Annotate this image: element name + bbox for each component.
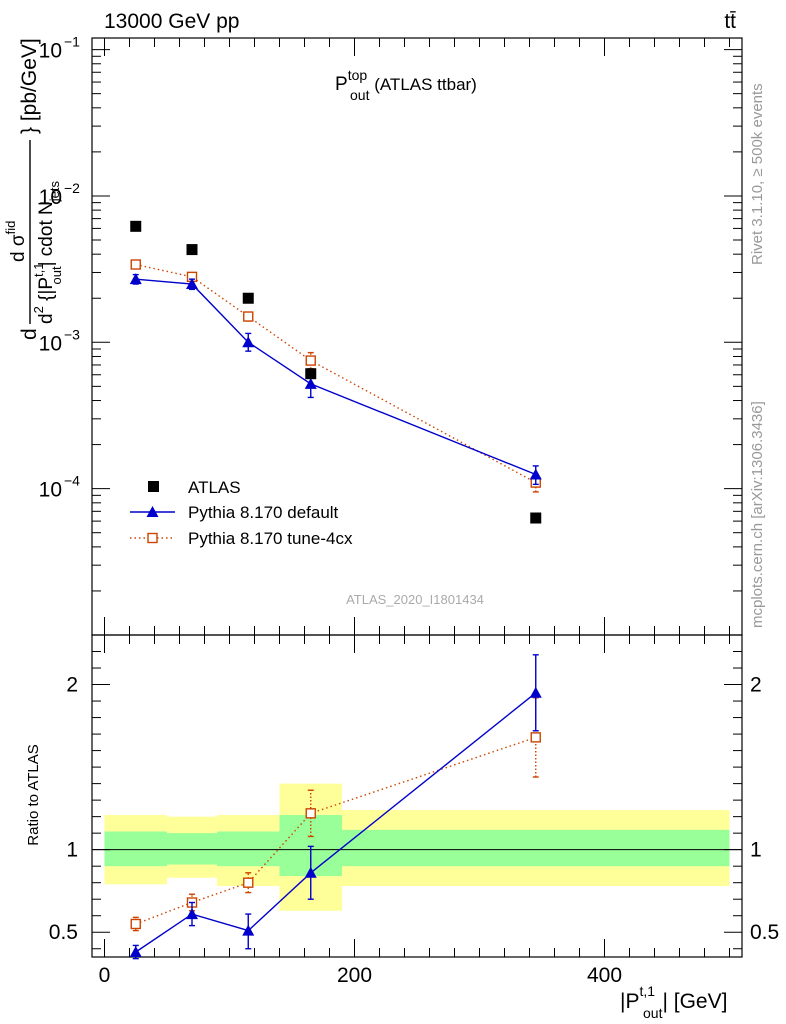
main-default-point (186, 278, 198, 290)
ratio-band-inner-2 (217, 831, 280, 867)
ratio-ytick-label-left: 2 (66, 674, 78, 697)
main-default-line (135, 278, 537, 476)
main-tune-point (243, 311, 254, 322)
svg-text:} [pb/GeV]: } [pb/GeV] (18, 38, 41, 134)
ratio-ytick-label-right: 1 (750, 839, 762, 862)
main-ytick-exponent: −3 (64, 326, 80, 342)
main-tune-point (130, 259, 141, 270)
ylabel-suffix: } [pb/GeV] (18, 38, 41, 134)
xlabel-sup: t,1 (639, 983, 655, 999)
main-ytick-label: 10 (39, 40, 62, 63)
main-default-point (242, 336, 255, 348)
main-ytick-exponent: −4 (64, 473, 80, 489)
ylabel-denominator-sup: 2 (31, 306, 46, 313)
ratio-frame (91, 634, 743, 958)
process-label: tt̄ (724, 10, 736, 33)
main-ytick-label: 10 (39, 332, 62, 355)
ylabel-denominator-sub: out (49, 266, 64, 284)
legend-marker-default (146, 506, 159, 517)
ylabel-numerator: d σ (8, 234, 29, 262)
legend-marker-atlas (148, 481, 159, 492)
ratio-tune-point (130, 918, 141, 930)
ratio-band-inner-0 (104, 831, 167, 867)
ylabel-denominator-sub2: jets (47, 181, 62, 203)
legend-label-default: Pythia 8.170 default (188, 503, 339, 522)
ylabel-denominator: d (36, 313, 57, 324)
main-atlas-point (186, 244, 198, 256)
main-atlas-point (130, 220, 142, 232)
main-tune-point (305, 355, 316, 366)
main-title: Ptop out (ATLAS ttbar) (335, 67, 477, 103)
legend: ATLAS Pythia 8.170 default Pythia 8.170 … (130, 478, 353, 548)
title-main: P (335, 74, 348, 95)
ratio-default-point (129, 946, 142, 958)
analysis-watermark: ATLAS_2020_I1801434 (346, 592, 484, 607)
rivet-label: Rivet 3.1.10, ≥ 500k events (749, 83, 766, 265)
ratio-band-inner-4 (342, 829, 730, 867)
ylabel-numerator-sup: fid (3, 221, 18, 235)
ratio-default-point (242, 924, 255, 936)
xlabel-sub: out (643, 1005, 663, 1021)
ylabel-prefix: d (18, 328, 41, 340)
ratio-xtick-label: 400 (587, 964, 622, 987)
xlabel-main: |P (620, 990, 639, 1013)
legend-label-tune: Pythia 8.170 tune-4cx (188, 529, 353, 548)
main-atlas-point (242, 292, 254, 304)
ratio-ytick-label-left: 1 (66, 839, 78, 862)
main-atlas-point (305, 368, 317, 380)
main-ytick-label: 10 (39, 186, 62, 209)
ratio-xtick-label: 200 (337, 964, 372, 987)
ylabel-denominator-tail: | cdot N (36, 201, 57, 266)
legend-marker-tune (147, 532, 158, 544)
ratio-default-point (529, 686, 542, 698)
main-ytick-exponent: −2 (64, 180, 80, 196)
ratio-band-inner-1 (167, 833, 217, 865)
svg-text:d: d (18, 328, 41, 340)
ratio-ytick-label-right: 2 (750, 674, 762, 697)
ratio-default-point (186, 908, 198, 920)
mcplots-label: mcplots.cern.ch [arXiv:1306.3436] (749, 401, 766, 628)
main-default-point (529, 468, 542, 480)
main-default-point (304, 377, 317, 389)
ratio-tune-point (305, 808, 316, 819)
title-tail: (ATLAS ttbar) (369, 75, 476, 94)
ratio-default-point (304, 866, 317, 878)
legend-label-atlas: ATLAS (188, 478, 241, 497)
main-ytick-label: 10 (39, 479, 62, 502)
xlabel-tail: | [GeV] (662, 990, 727, 1013)
ylabel-denominator-sup2: t,1 (31, 262, 46, 276)
ratio-ylabel: Ratio to ATLAS (25, 744, 42, 845)
ylabel-denominator-body: {|P (36, 277, 57, 306)
ratio-ytick-label-right: 0.5 (750, 921, 779, 944)
energy-label: 13000 GeV pp (104, 10, 239, 33)
title-sub: out (350, 87, 370, 103)
main-atlas-point (530, 512, 542, 524)
main-default-point (129, 273, 142, 285)
ratio-xlabel: |Pt,1 out| [GeV] (620, 983, 727, 1021)
title-sup: top (348, 67, 368, 83)
main-ylabel: d d σfid d2 {|Pt,1 out| cdot Njets } [pb/… (3, 38, 64, 340)
ratio-tune-point (243, 877, 254, 888)
ratio-ytick-label-left: 0.5 (49, 921, 78, 944)
main-ytick-exponent: −1 (64, 34, 80, 50)
ratio-xtick-label: 0 (99, 964, 111, 987)
ratio-tune-point (530, 732, 541, 743)
svg-text:d σfid: d σfid (3, 221, 29, 262)
